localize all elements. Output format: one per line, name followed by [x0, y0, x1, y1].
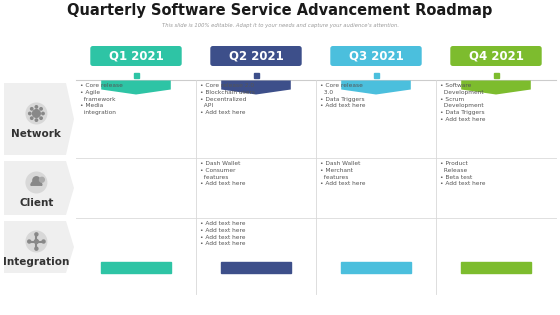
- Circle shape: [39, 177, 44, 182]
- Circle shape: [40, 108, 42, 110]
- Bar: [254, 72, 259, 77]
- Circle shape: [35, 247, 38, 250]
- Bar: [493, 72, 498, 77]
- Text: • Dash Wallet
• Consumer
  features
• Add text here: • Dash Wallet • Consumer features • Add …: [200, 161, 245, 186]
- Circle shape: [25, 231, 48, 253]
- Text: Integration: Integration: [3, 257, 69, 267]
- Text: Q1 2021: Q1 2021: [109, 49, 164, 62]
- Circle shape: [33, 177, 40, 184]
- Circle shape: [25, 171, 48, 193]
- FancyBboxPatch shape: [330, 46, 422, 66]
- FancyBboxPatch shape: [90, 46, 181, 66]
- Bar: [341, 262, 411, 273]
- Circle shape: [34, 239, 39, 243]
- Circle shape: [35, 119, 38, 121]
- Circle shape: [35, 233, 38, 236]
- Text: Q4 2021: Q4 2021: [469, 49, 524, 62]
- Polygon shape: [4, 161, 74, 215]
- Circle shape: [25, 102, 48, 124]
- Polygon shape: [4, 221, 74, 273]
- Bar: [76, 32, 556, 294]
- FancyBboxPatch shape: [211, 46, 302, 66]
- Text: Q3 2021: Q3 2021: [349, 49, 403, 62]
- Polygon shape: [341, 81, 411, 94]
- Text: Network: Network: [11, 129, 62, 139]
- Text: • Core release 2.0
• Blockchain users
• Decentralized
  API
• Add text here: • Core release 2.0 • Blockchain users • …: [200, 83, 255, 115]
- Bar: [221, 262, 291, 273]
- Circle shape: [31, 117, 33, 119]
- Polygon shape: [221, 81, 291, 94]
- Text: • Core release
• Agile
  framework
• Media
  integration: • Core release • Agile framework • Media…: [80, 83, 123, 115]
- Circle shape: [42, 240, 45, 243]
- Text: • Add text here
• Add text here
• Add text here
• Add text here: • Add text here • Add text here • Add te…: [200, 221, 245, 246]
- Circle shape: [29, 112, 31, 115]
- Text: Quarterly Software Service Advancement Roadmap: Quarterly Software Service Advancement R…: [67, 3, 493, 19]
- Polygon shape: [461, 81, 531, 94]
- Bar: [374, 72, 379, 77]
- Text: • Core release
  3.0
• Data Triggers
• Add text here: • Core release 3.0 • Data Triggers • Add…: [320, 83, 366, 108]
- Circle shape: [28, 240, 31, 243]
- Bar: [133, 72, 138, 77]
- Text: This slide is 100% editable. Adapt it to your needs and capture your audience's : This slide is 100% editable. Adapt it to…: [161, 22, 399, 27]
- Text: • Software
  Development
• Scrum
  Development
• Data Triggers
• Add text here: • Software Development • Scrum Developme…: [440, 83, 486, 122]
- Text: Client: Client: [19, 198, 54, 208]
- Polygon shape: [101, 81, 171, 94]
- Bar: [101, 262, 171, 273]
- Bar: [461, 262, 531, 273]
- Polygon shape: [31, 181, 42, 185]
- Circle shape: [31, 108, 33, 110]
- Circle shape: [42, 112, 44, 115]
- Circle shape: [32, 110, 40, 117]
- Text: • Dash Wallet
• Merchant
  features
• Add text here: • Dash Wallet • Merchant features • Add …: [320, 161, 366, 186]
- Circle shape: [40, 117, 42, 119]
- Text: Q2 2021: Q2 2021: [228, 49, 283, 62]
- Text: • Product
  Release
• Beta test
• Add text here: • Product Release • Beta test • Add text…: [440, 161, 486, 186]
- Circle shape: [35, 106, 38, 108]
- FancyBboxPatch shape: [450, 46, 542, 66]
- Polygon shape: [4, 83, 74, 155]
